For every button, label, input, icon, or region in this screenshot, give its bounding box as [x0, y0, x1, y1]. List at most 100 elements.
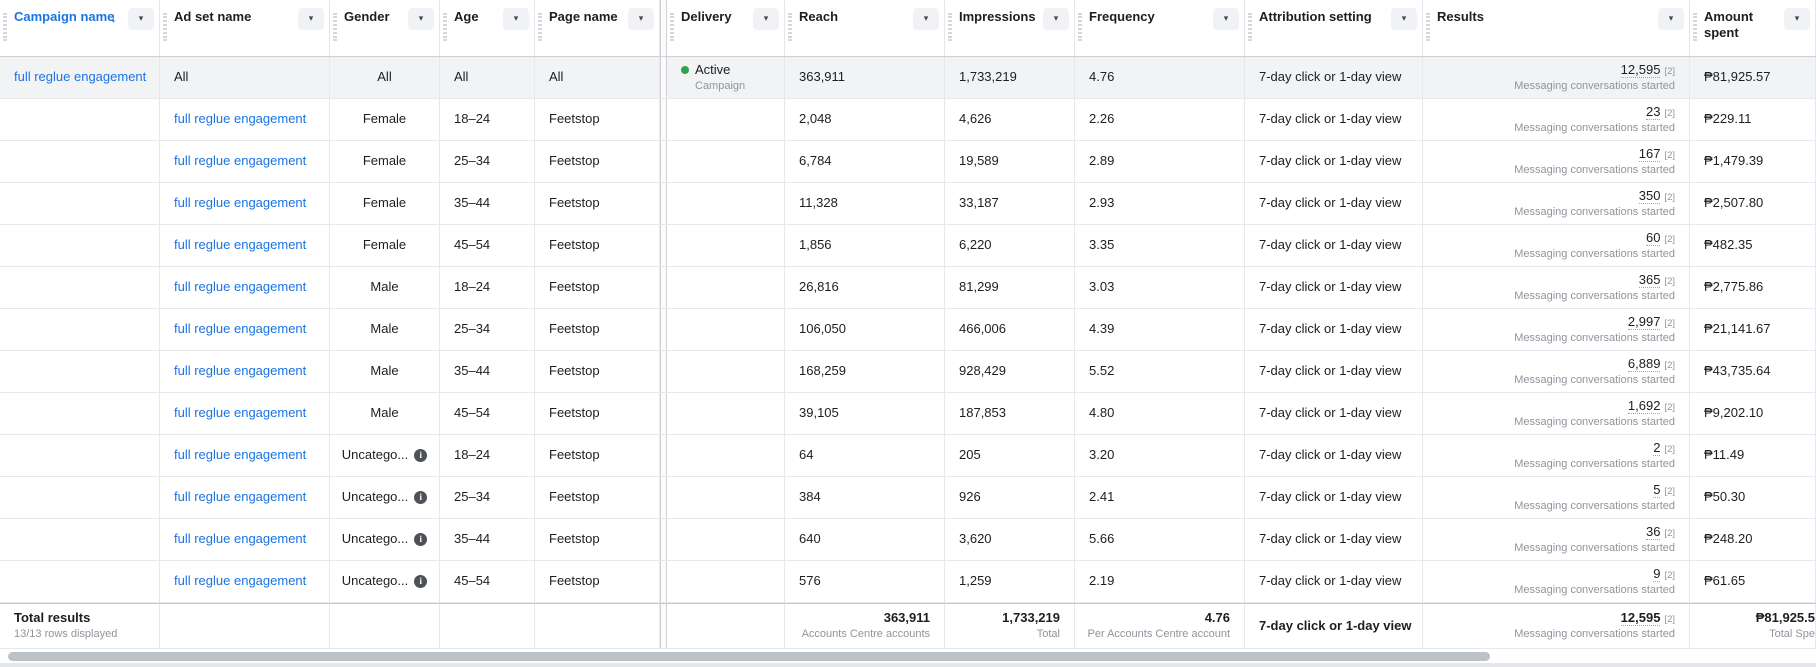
results-value[interactable]: 9 — [1653, 565, 1661, 582]
results-value[interactable]: 6,889 — [1627, 355, 1661, 372]
ad-set-name-link[interactable]: full reglue engagement — [174, 447, 307, 463]
ad_set_name-column-menu-button[interactable]: ▾ — [298, 8, 324, 30]
column-header-amount_spent[interactable]: Amount spent ▾ — [1690, 0, 1816, 56]
results-value[interactable]: 2,997 — [1627, 313, 1661, 330]
cell-campaign-name — [0, 225, 160, 266]
column-header-gender[interactable]: Gender ▾ — [330, 0, 440, 56]
results-metric-caption: Messaging conversations started — [1514, 79, 1675, 92]
frozen-pane-divider — [660, 351, 667, 392]
totals-results-value[interactable]: 12,595 — [1620, 610, 1661, 627]
age-value: 18–24 — [454, 447, 491, 463]
results-value[interactable]: 1,692 — [1627, 397, 1661, 414]
column-header-page_name[interactable]: Page name ▾ — [535, 0, 660, 56]
column-header-delivery[interactable]: Delivery ▾ — [667, 0, 785, 56]
cell-reach: 64 — [785, 435, 945, 476]
info-icon[interactable]: i — [414, 575, 428, 588]
ad-set-name-link[interactable]: full reglue engagement — [174, 321, 307, 337]
cell-results: 350 [2] Messaging conversations started — [1423, 183, 1690, 224]
horizontal-scrollbar-thumb[interactable] — [8, 652, 1490, 661]
results-value[interactable]: 60 — [1645, 229, 1661, 246]
page-name-value: Feetstop — [549, 489, 600, 505]
column-header-attribution_setting[interactable]: Attribution setting ▾ — [1245, 0, 1423, 56]
column-header-ad_set_name[interactable]: Ad set name ▾ — [160, 0, 330, 56]
campaign_name-column-menu-button[interactable]: ▾ — [128, 8, 154, 30]
ad-set-name-link[interactable]: full reglue engagement — [174, 237, 307, 253]
results-column-menu-button[interactable]: ▾ — [1658, 8, 1684, 30]
results-metric-caption: Messaging conversations started — [1514, 205, 1675, 218]
ad-set-name-link[interactable]: full reglue engagement — [174, 573, 307, 589]
cell-delivery — [667, 393, 785, 434]
cell-reach: 168,259 — [785, 351, 945, 392]
reach-column-menu-button[interactable]: ▾ — [913, 8, 939, 30]
column-header-frequency[interactable]: Frequency ▾ — [1075, 0, 1245, 56]
info-icon[interactable]: i — [414, 491, 428, 504]
results-value[interactable]: 365 — [1638, 271, 1661, 288]
amount_spent-column-menu-button[interactable]: ▾ — [1784, 8, 1810, 30]
campaign-name-link[interactable]: full reglue engagement — [14, 69, 147, 85]
column-header-reach[interactable]: Reach ▾ — [785, 0, 945, 56]
ad-set-name-link[interactable]: full reglue engagement — [174, 279, 307, 295]
column-header-age[interactable]: Age ▾ — [440, 0, 535, 56]
frozen-pane-divider — [660, 435, 667, 476]
ad-set-name-link[interactable]: full reglue engagement — [174, 195, 307, 211]
results-value[interactable]: 2 — [1653, 439, 1661, 456]
results-value[interactable]: 350 — [1638, 187, 1661, 204]
column-drag-handle-icon — [1248, 13, 1252, 41]
results-value[interactable]: 36 — [1645, 523, 1661, 540]
results-metric-caption: Messaging conversations started — [1514, 163, 1675, 176]
ad-set-name-link[interactable]: full reglue engagement — [174, 111, 307, 127]
cell-delivery — [667, 477, 785, 518]
impressions-column-menu-button[interactable]: ▾ — [1043, 8, 1069, 30]
column-header-campaign_name[interactable]: Campaign name ↓ ▾ — [0, 0, 160, 56]
column-header-impressions[interactable]: Impressions ▾ — [945, 0, 1075, 56]
attribution-setting-value: 7-day click or 1-day view — [1259, 279, 1402, 295]
column-header-results[interactable]: Results ▾ — [1423, 0, 1690, 56]
results-value[interactable]: 23 — [1645, 103, 1661, 120]
ad-set-name-link[interactable]: full reglue engagement — [174, 531, 307, 547]
table-row: full reglue engagement Female 35–44 Feetsto… — [0, 183, 1816, 225]
results-value[interactable]: 5 — [1653, 481, 1661, 498]
frequency-column-menu-button[interactable]: ▾ — [1213, 8, 1239, 30]
ad-set-name-link[interactable]: full reglue engagement — [174, 489, 307, 505]
frozen-pane-divider — [660, 561, 667, 602]
totals-frequency-cell: 4.76 Per Accounts Centre account — [1075, 604, 1245, 648]
ad-set-name-link[interactable]: full reglue engagement — [174, 363, 307, 379]
results-metric-caption: Messaging conversations started — [1514, 247, 1675, 260]
cell-frequency-value: 5.66 — [1089, 531, 1115, 547]
cell-delivery — [667, 435, 785, 476]
cell-age: 25–34 — [440, 309, 535, 350]
age-column-menu-button[interactable]: ▾ — [503, 8, 529, 30]
results-footnote-marker: [2] — [1664, 527, 1675, 539]
totals-reach-cell: 363,911 Accounts Centre accounts — [785, 604, 945, 648]
amount-spent-value: ₱9,202.10 — [1704, 405, 1764, 421]
page-name-value: Feetstop — [549, 195, 600, 211]
page-name-value: Feetstop — [549, 279, 600, 295]
cell-gender: Uncatego... i — [330, 477, 440, 518]
cell-age: 35–44 — [440, 351, 535, 392]
delivery-column-menu-button[interactable]: ▾ — [753, 8, 779, 30]
cell-ad-set-name: full reglue engagement — [160, 183, 330, 224]
results-value[interactable]: 12,595 — [1620, 61, 1661, 78]
results-value[interactable]: 167 — [1638, 145, 1661, 162]
gender-column-menu-button[interactable]: ▾ — [408, 8, 434, 30]
cell-impressions-value: 466,006 — [959, 321, 1006, 337]
cell-amount-spent: ₱2,507.80 — [1690, 183, 1816, 224]
column-header-label: Page name — [549, 9, 618, 24]
ad-set-name-value: All — [174, 69, 189, 85]
table-header-row: Campaign name ↓ ▾ Ad set name ▾ Gender ▾ Age ▾ Pa… — [0, 0, 1816, 57]
cell-frequency: 2.19 — [1075, 561, 1245, 602]
cell-delivery — [667, 519, 785, 560]
attribution-setting-value: 7-day click or 1-day view — [1259, 405, 1402, 421]
age-value: 25–34 — [454, 153, 491, 169]
page_name-column-menu-button[interactable]: ▾ — [628, 8, 654, 30]
frozen-pane-divider — [660, 183, 667, 224]
info-icon[interactable]: i — [414, 449, 428, 462]
column-header-label: Reach — [799, 9, 839, 24]
ad-set-name-link[interactable]: full reglue engagement — [174, 153, 307, 169]
cell-delivery — [667, 183, 785, 224]
attribution_setting-column-menu-button[interactable]: ▾ — [1391, 8, 1417, 30]
info-icon[interactable]: i — [414, 533, 428, 546]
chevron-down-icon: ▾ — [923, 13, 929, 24]
ad-set-name-link[interactable]: full reglue engagement — [174, 405, 307, 421]
cell-attribution-setting: 7-day click or 1-day view — [1245, 477, 1423, 518]
